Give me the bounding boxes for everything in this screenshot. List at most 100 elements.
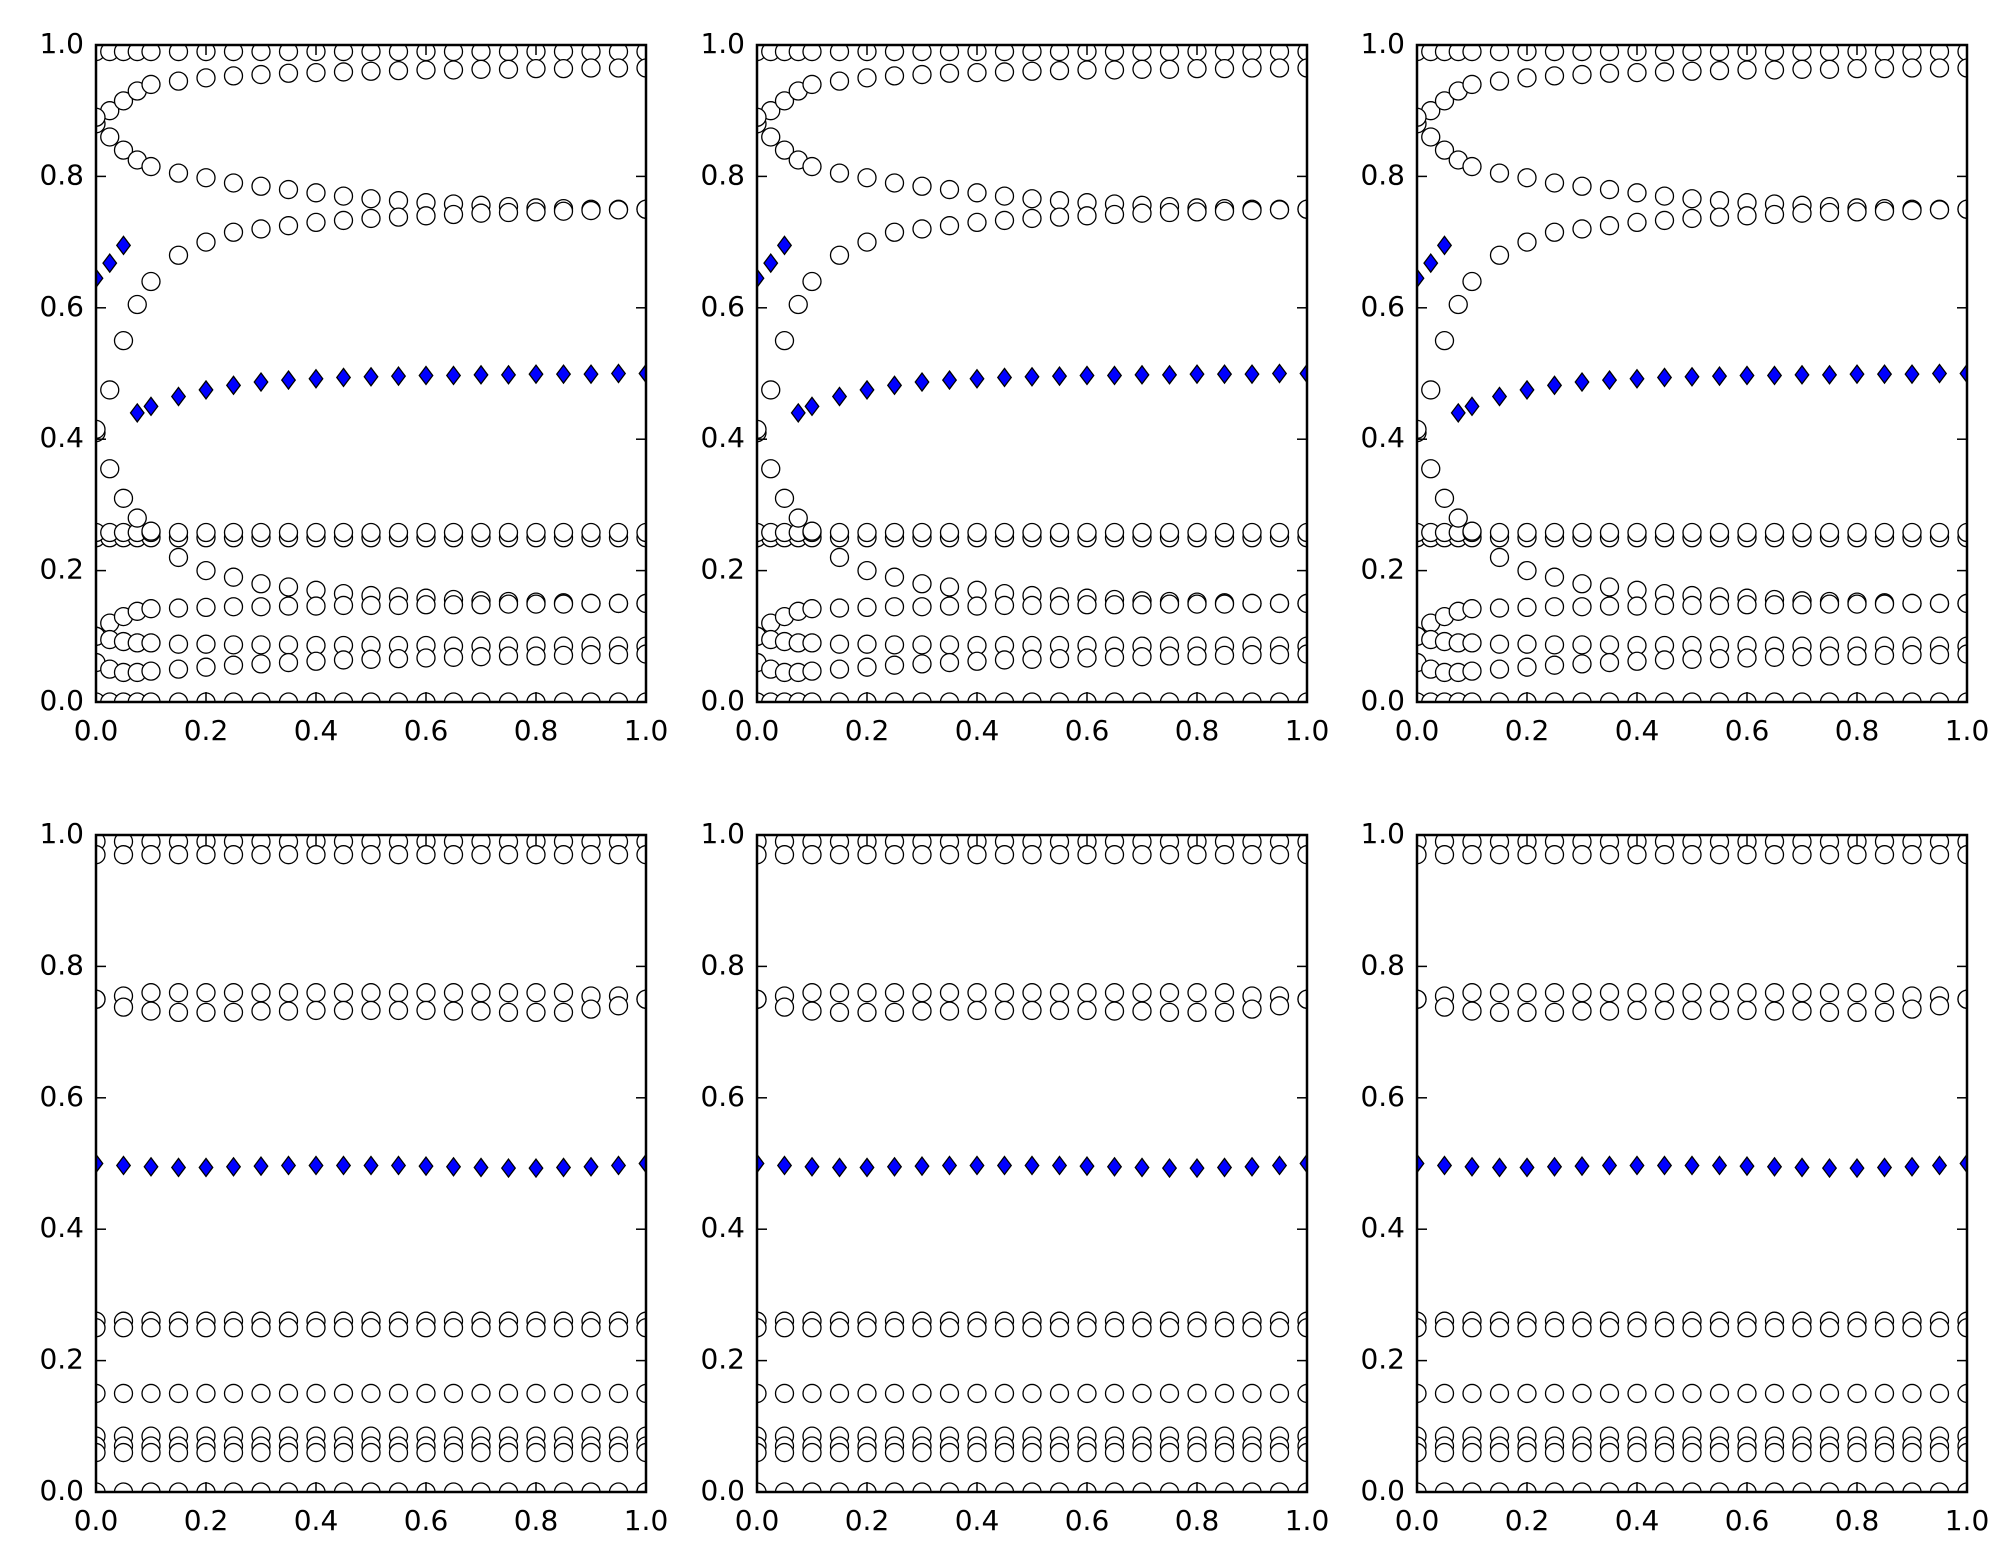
circle-point bbox=[912, 845, 932, 865]
circle-point bbox=[939, 179, 960, 200]
circle-point bbox=[1819, 692, 1840, 702]
circle-point bbox=[278, 179, 299, 200]
circle-point bbox=[1049, 983, 1070, 1003]
circle-point bbox=[1022, 649, 1042, 669]
y-tick-label: 0.0 bbox=[1360, 1474, 1405, 1507]
circle-point bbox=[1737, 1318, 1757, 1338]
circle-point bbox=[443, 647, 464, 667]
y-tick-label: 0.4 bbox=[39, 421, 84, 454]
diamond-point bbox=[445, 1156, 462, 1177]
circle-point bbox=[1049, 845, 1070, 865]
circle-point bbox=[1022, 61, 1042, 81]
circle-point bbox=[1764, 60, 1785, 80]
circle-point bbox=[1764, 692, 1785, 702]
circle-point bbox=[1764, 522, 1785, 543]
circle-point bbox=[443, 1442, 464, 1463]
circle-point bbox=[443, 60, 464, 80]
circle-point bbox=[141, 1482, 161, 1492]
circle-point bbox=[757, 1383, 767, 1404]
circle-point bbox=[306, 62, 326, 83]
y-tick-label: 0.4 bbox=[700, 1211, 745, 1244]
circle-point bbox=[1599, 577, 1620, 597]
diamond-point bbox=[1244, 1156, 1260, 1177]
circle-point bbox=[1214, 1318, 1235, 1338]
circle-point bbox=[884, 655, 905, 675]
circle-point bbox=[802, 1442, 822, 1463]
diamond-point bbox=[583, 364, 599, 385]
circle-point bbox=[967, 1318, 987, 1338]
circle-point bbox=[1517, 1442, 1537, 1463]
circle-point bbox=[1242, 645, 1262, 665]
circle-point bbox=[1902, 692, 1922, 702]
circle-point bbox=[1269, 1318, 1290, 1338]
circle-point bbox=[1792, 1442, 1812, 1463]
circle-point bbox=[994, 1482, 1015, 1492]
circle-point bbox=[1417, 845, 1427, 865]
x-tick-label: 0.2 bbox=[845, 1504, 890, 1537]
circle-point bbox=[1049, 595, 1070, 616]
circle-point bbox=[1544, 1002, 1565, 1023]
diamond-point bbox=[1189, 364, 1205, 385]
circle-point bbox=[1764, 845, 1785, 865]
circle-point bbox=[443, 1482, 464, 1492]
plot-area bbox=[757, 45, 1307, 702]
y-tick-label: 1.0 bbox=[39, 27, 84, 60]
circle-point bbox=[141, 45, 161, 62]
circle-point bbox=[1489, 1383, 1510, 1404]
circle-point bbox=[1159, 1318, 1180, 1338]
axes-frame bbox=[94, 833, 648, 1494]
circle-point bbox=[1627, 983, 1647, 1003]
diamond-point bbox=[1491, 1157, 1508, 1178]
circle-point bbox=[196, 168, 216, 188]
circle-point bbox=[141, 633, 161, 653]
circle-point bbox=[857, 522, 877, 543]
circle-point bbox=[1462, 599, 1482, 619]
circle-point bbox=[223, 597, 244, 617]
circle-point bbox=[1434, 1442, 1455, 1463]
circle-point bbox=[1929, 845, 1950, 865]
circle-point bbox=[1132, 1482, 1152, 1492]
circle-point bbox=[96, 419, 106, 439]
circle-point bbox=[1132, 983, 1152, 1003]
circle-point bbox=[141, 1442, 161, 1463]
circle-point bbox=[1847, 1318, 1867, 1338]
circle-point bbox=[1572, 219, 1592, 239]
circle-point bbox=[1682, 1000, 1702, 1021]
circle-point bbox=[1214, 1442, 1235, 1463]
circle-point bbox=[196, 1383, 216, 1404]
circle-point bbox=[1159, 845, 1180, 865]
circle-point bbox=[1434, 1383, 1455, 1404]
circle-point bbox=[333, 595, 354, 616]
diamond-point bbox=[1299, 1153, 1307, 1174]
circle-point bbox=[278, 635, 299, 655]
circle-point bbox=[1874, 59, 1895, 79]
diamond-point bbox=[143, 396, 159, 417]
plot-area bbox=[96, 45, 646, 702]
circle-point bbox=[471, 1482, 491, 1492]
circle-point bbox=[1572, 574, 1592, 594]
circle-point bbox=[1572, 597, 1592, 617]
circle-point bbox=[1654, 62, 1675, 82]
circle-point bbox=[1297, 989, 1307, 1009]
diamond-point bbox=[1271, 1155, 1288, 1176]
diamond-point bbox=[1546, 375, 1563, 396]
circle-point bbox=[912, 45, 932, 62]
diamond-point bbox=[1601, 1155, 1618, 1176]
circle-point bbox=[1544, 1482, 1565, 1492]
subplot: 0.0 0.2 0.4 0.6 0.8 1.0 0.0 0.2 0.4 0.6 0.8 1.0 bbox=[39, 27, 668, 747]
circle-point bbox=[1489, 845, 1510, 865]
circle-point bbox=[1489, 692, 1510, 702]
circle-point bbox=[1104, 522, 1125, 543]
circle-point bbox=[994, 983, 1015, 1003]
circle-point bbox=[333, 186, 354, 206]
circle-point bbox=[196, 68, 216, 88]
circle-point bbox=[471, 59, 491, 79]
circle-point bbox=[1049, 1383, 1070, 1404]
circle-point bbox=[1448, 294, 1468, 315]
circle-point bbox=[1599, 1318, 1620, 1338]
circle-point bbox=[113, 1383, 134, 1404]
circle-point bbox=[829, 634, 850, 654]
circle-point bbox=[168, 1442, 189, 1463]
circle-point bbox=[1132, 59, 1152, 79]
circle-point bbox=[1682, 845, 1702, 865]
